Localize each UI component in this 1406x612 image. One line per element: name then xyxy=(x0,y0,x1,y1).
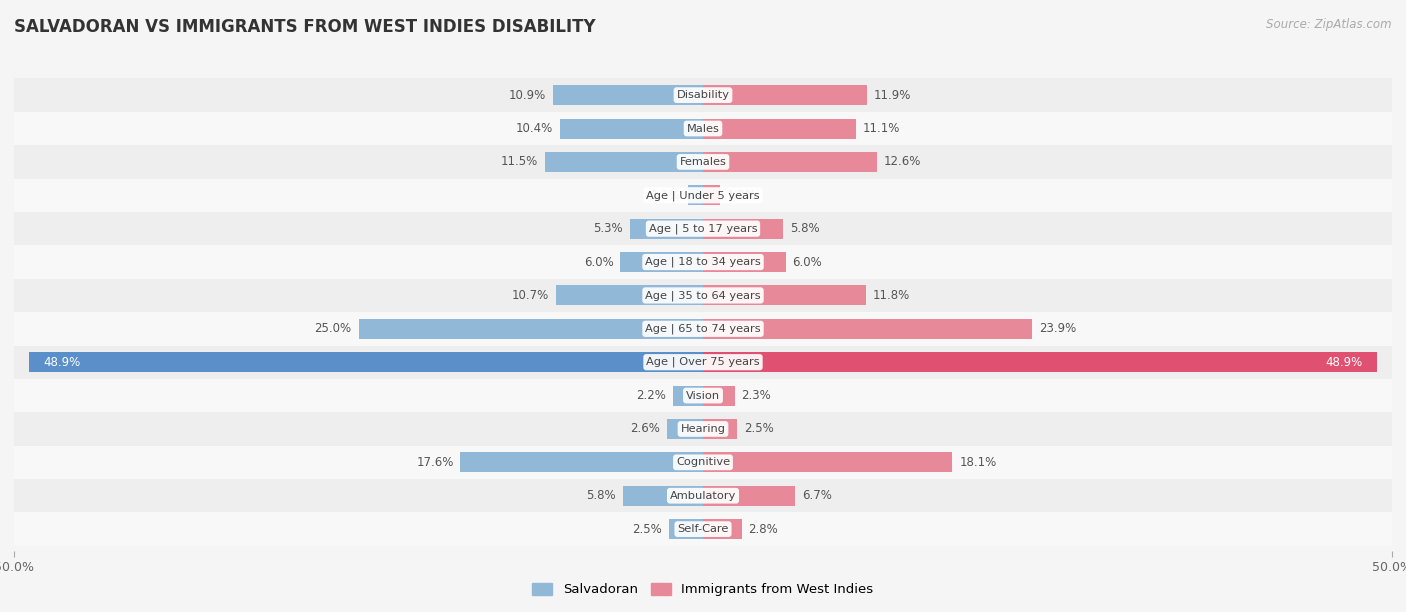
Legend: Salvadoran, Immigrants from West Indies: Salvadoran, Immigrants from West Indies xyxy=(527,578,879,602)
Bar xyxy=(703,185,720,205)
Text: 2.2%: 2.2% xyxy=(636,389,666,402)
Bar xyxy=(672,386,703,406)
Bar xyxy=(703,119,856,138)
Bar xyxy=(553,85,703,105)
Text: Age | Over 75 years: Age | Over 75 years xyxy=(647,357,759,367)
Text: 11.9%: 11.9% xyxy=(875,89,911,102)
Text: Ambulatory: Ambulatory xyxy=(669,491,737,501)
Bar xyxy=(668,419,703,439)
Text: 10.7%: 10.7% xyxy=(512,289,548,302)
Text: 6.0%: 6.0% xyxy=(793,256,823,269)
Bar xyxy=(703,285,866,305)
Bar xyxy=(14,346,1392,379)
Text: Disability: Disability xyxy=(676,90,730,100)
Text: 10.9%: 10.9% xyxy=(509,89,546,102)
Text: 18.1%: 18.1% xyxy=(959,456,997,469)
Bar xyxy=(14,446,1392,479)
Text: 17.6%: 17.6% xyxy=(416,456,454,469)
Bar xyxy=(703,352,1376,372)
Text: Females: Females xyxy=(679,157,727,167)
Text: 6.7%: 6.7% xyxy=(803,489,832,502)
Text: Age | 35 to 64 years: Age | 35 to 64 years xyxy=(645,290,761,300)
Bar xyxy=(14,412,1392,446)
Bar xyxy=(555,285,703,305)
Text: Vision: Vision xyxy=(686,390,720,401)
Text: Hearing: Hearing xyxy=(681,424,725,434)
Text: 5.3%: 5.3% xyxy=(593,222,623,235)
Bar xyxy=(703,152,876,172)
Bar xyxy=(359,319,703,339)
Text: 2.5%: 2.5% xyxy=(631,523,662,536)
Text: 5.8%: 5.8% xyxy=(790,222,820,235)
Bar xyxy=(620,252,703,272)
Text: 11.5%: 11.5% xyxy=(501,155,537,168)
Text: 5.8%: 5.8% xyxy=(586,489,616,502)
Bar xyxy=(14,379,1392,412)
Bar xyxy=(630,218,703,239)
Text: 2.8%: 2.8% xyxy=(748,523,778,536)
Text: 2.3%: 2.3% xyxy=(741,389,772,402)
Text: 48.9%: 48.9% xyxy=(44,356,80,368)
Text: Cognitive: Cognitive xyxy=(676,457,730,468)
Text: 2.5%: 2.5% xyxy=(744,422,775,436)
Bar xyxy=(14,112,1392,145)
Text: SALVADORAN VS IMMIGRANTS FROM WEST INDIES DISABILITY: SALVADORAN VS IMMIGRANTS FROM WEST INDIE… xyxy=(14,18,596,36)
Bar xyxy=(703,519,741,539)
Text: 2.6%: 2.6% xyxy=(630,422,661,436)
Bar xyxy=(703,319,1032,339)
Bar xyxy=(703,486,796,506)
Bar xyxy=(14,479,1392,512)
Bar xyxy=(14,78,1392,112)
Bar xyxy=(14,179,1392,212)
Text: Age | 18 to 34 years: Age | 18 to 34 years xyxy=(645,257,761,267)
Text: 12.6%: 12.6% xyxy=(883,155,921,168)
Text: 1.2%: 1.2% xyxy=(727,188,756,202)
Bar xyxy=(703,419,738,439)
Text: 10.4%: 10.4% xyxy=(516,122,553,135)
Text: 6.0%: 6.0% xyxy=(583,256,613,269)
Bar xyxy=(703,85,868,105)
Text: Source: ZipAtlas.com: Source: ZipAtlas.com xyxy=(1267,18,1392,31)
Text: Age | Under 5 years: Age | Under 5 years xyxy=(647,190,759,201)
Text: Age | 5 to 17 years: Age | 5 to 17 years xyxy=(648,223,758,234)
Bar xyxy=(669,519,703,539)
Bar xyxy=(560,119,703,138)
Bar xyxy=(30,352,703,372)
Bar xyxy=(14,245,1392,278)
Text: Self-Care: Self-Care xyxy=(678,524,728,534)
Bar xyxy=(461,452,703,472)
Text: Males: Males xyxy=(686,124,720,133)
Bar xyxy=(688,185,703,205)
Bar xyxy=(623,486,703,506)
Bar xyxy=(703,252,786,272)
Text: 23.9%: 23.9% xyxy=(1039,323,1077,335)
Bar xyxy=(14,512,1392,546)
Bar xyxy=(14,312,1392,346)
Bar xyxy=(14,278,1392,312)
Text: 1.1%: 1.1% xyxy=(651,188,681,202)
Bar xyxy=(703,386,735,406)
Bar xyxy=(14,212,1392,245)
Text: 25.0%: 25.0% xyxy=(315,323,352,335)
Bar xyxy=(703,218,783,239)
Text: 11.1%: 11.1% xyxy=(863,122,900,135)
Bar xyxy=(14,145,1392,179)
Text: Age | 65 to 74 years: Age | 65 to 74 years xyxy=(645,324,761,334)
Text: 48.9%: 48.9% xyxy=(1326,356,1362,368)
Text: 11.8%: 11.8% xyxy=(873,289,910,302)
Bar xyxy=(544,152,703,172)
Bar xyxy=(703,452,952,472)
